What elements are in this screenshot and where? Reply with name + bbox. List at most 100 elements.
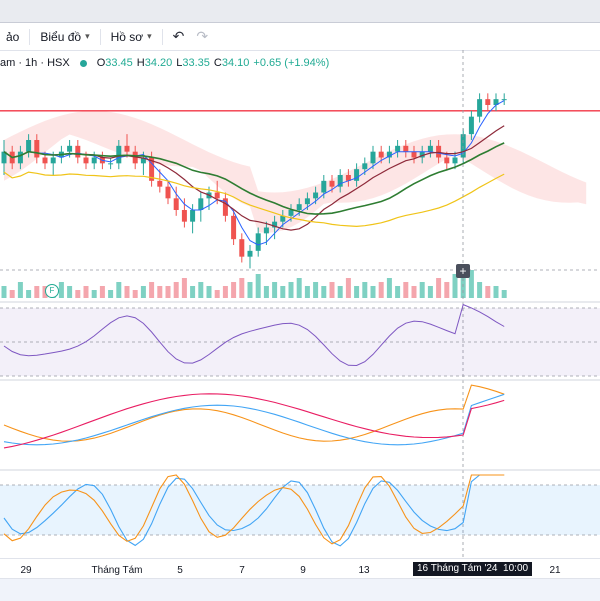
x-tick-label: Tháng Tám <box>91 565 143 576</box>
candle-body <box>304 198 310 205</box>
redo-icon[interactable]: ↷ <box>196 28 209 44</box>
candle-body <box>83 157 89 164</box>
volume-bar <box>321 286 327 298</box>
change-value: +0.65 (+1.94%) <box>253 57 330 69</box>
volume-bar <box>436 278 442 298</box>
candle-body <box>67 145 73 152</box>
volume-bar <box>468 270 474 298</box>
volume-bar <box>247 282 253 298</box>
volume-bar <box>337 286 343 298</box>
browser-top-bar <box>0 0 600 23</box>
volume-bar <box>198 282 204 298</box>
candle-body <box>354 169 360 181</box>
volume-bar <box>17 282 23 298</box>
oscillator-line <box>3 393 505 446</box>
candle-body <box>263 227 269 234</box>
candle-body <box>222 198 228 216</box>
candle-body <box>321 180 327 193</box>
candle-body <box>75 145 81 158</box>
volume-bar <box>58 282 64 298</box>
candle-body <box>247 250 253 257</box>
chart-legend: am · 1h · HSX O 33.45 H 34.20 L 33.35 C 34.1… <box>0 55 333 71</box>
candle-body <box>337 175 343 187</box>
indicator-line-yellow <box>3 171 505 228</box>
volume-bar <box>91 290 97 298</box>
open-value: 33.45 <box>105 57 133 69</box>
volume-bar <box>419 282 425 298</box>
candle-body <box>403 145 409 152</box>
high-label: H <box>136 57 145 69</box>
volume-bar <box>34 286 40 298</box>
candle-body <box>378 151 384 158</box>
toolbar-item-profile-label: Hồ sơ <box>110 29 144 44</box>
volume-bar <box>116 282 122 298</box>
candle-body <box>288 210 294 216</box>
high-value: 34.20 <box>144 57 173 69</box>
candle-body <box>419 151 425 158</box>
candle-body <box>362 163 368 170</box>
volume-bar <box>214 290 220 298</box>
candle-body <box>50 157 56 164</box>
toolbar-item-chart[interactable]: Biểu đồ ▾ <box>34 23 95 50</box>
candle-body <box>1 151 7 164</box>
candle-body <box>370 151 376 164</box>
candle-body <box>280 215 286 222</box>
candle-body <box>149 157 155 181</box>
candle-body <box>181 210 187 222</box>
candle-body <box>198 198 204 210</box>
candle-body <box>345 175 351 181</box>
volume-bar <box>403 282 409 298</box>
undo-icon[interactable]: ↶ <box>172 28 185 44</box>
volume-bar <box>26 290 32 298</box>
low-value: 33.35 <box>182 57 210 69</box>
volume-bar <box>313 282 319 298</box>
toolbar-divider <box>29 28 31 45</box>
indicator-line-green <box>3 142 505 215</box>
market-status-dot <box>79 59 87 67</box>
volume-bar <box>493 286 499 298</box>
volume-bar <box>427 286 433 298</box>
candle-body <box>108 163 114 165</box>
volume-bar <box>157 286 163 298</box>
volume-bar <box>386 278 392 298</box>
volume-bar <box>75 290 81 298</box>
volume-bar <box>255 274 261 298</box>
plus-icon[interactable]: + <box>456 264 470 278</box>
volume-bar <box>272 282 278 298</box>
x-tick-label: 21 <box>549 565 561 576</box>
candle-body <box>436 145 442 158</box>
volume-bar <box>329 282 335 298</box>
crosshair-time: 10:00 <box>503 563 529 574</box>
chart-canvas[interactable] <box>0 50 600 558</box>
volume-bar <box>354 286 360 298</box>
flag-marker[interactable]: F <box>45 284 59 298</box>
volume-bar <box>411 286 417 298</box>
x-tick-label: 29 <box>20 565 32 576</box>
volume-bar <box>362 282 368 298</box>
candle-body <box>42 157 48 164</box>
candle-body <box>157 180 163 187</box>
candle-body <box>427 145 433 152</box>
toolbar-divider <box>161 28 163 45</box>
candle-body <box>452 157 458 164</box>
bottom-bar <box>0 578 600 601</box>
crosshair-date: 16 Tháng Tám '24 <box>417 563 498 574</box>
volume-bar <box>280 286 286 298</box>
volume-bar <box>67 286 73 298</box>
volume-bar <box>239 278 245 298</box>
volume-bar <box>1 286 7 298</box>
toolbar-item-alerts-label: ảo <box>6 29 20 44</box>
toolbar-item-alerts[interactable]: ảo <box>0 23 25 50</box>
time-axis: 29 Tháng Tám 5 7 9 13 21 16 Tháng Tám '2… <box>0 558 600 579</box>
volume-bar <box>9 290 15 298</box>
toolbar-divider <box>99 28 101 45</box>
stoch-line <box>3 474 505 545</box>
volume-bar <box>165 286 171 298</box>
volume-bar <box>378 282 384 298</box>
toolbar-item-profile[interactable]: Hồ sơ ▾ <box>105 23 158 50</box>
candle-body <box>173 198 179 210</box>
open-label: O <box>96 57 106 69</box>
candle-body <box>477 99 483 117</box>
candle-body <box>460 134 466 158</box>
stoch-band <box>0 485 600 535</box>
